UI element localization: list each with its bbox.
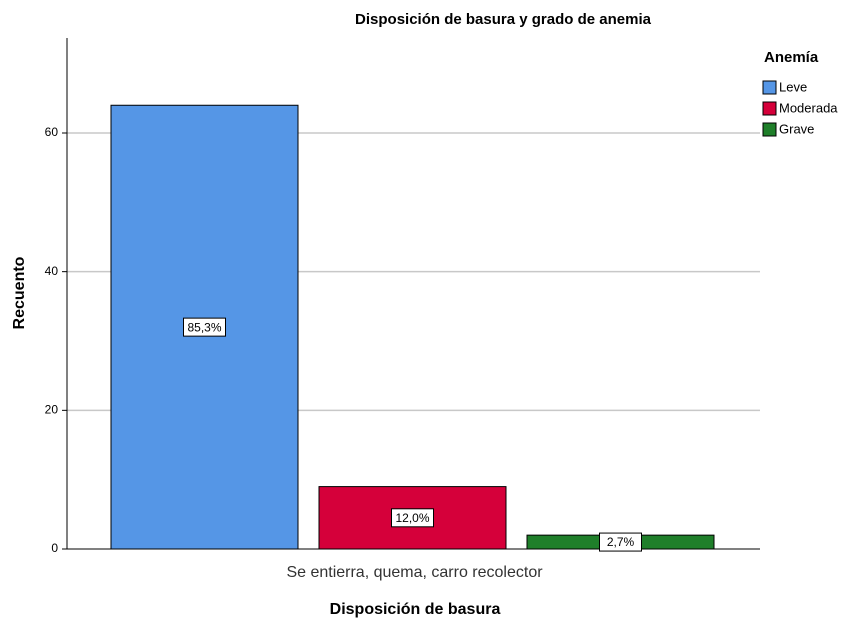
y-tick-label: 40 xyxy=(45,264,59,278)
value-label: 85,3% xyxy=(187,320,221,334)
legend-label: Grave xyxy=(779,121,814,136)
legend-label: Moderada xyxy=(779,100,838,115)
x-axis-label: Disposición de basura xyxy=(330,601,501,618)
value-label-box xyxy=(183,317,226,337)
value-label: 12,0% xyxy=(395,511,429,525)
y-axis-label: Recuento xyxy=(11,256,28,329)
legend-label: Leve xyxy=(779,79,807,94)
y-tick-label: 60 xyxy=(45,125,59,139)
value-label-box xyxy=(391,508,434,528)
x-tick-label: Se entierra, quema, carro recolector xyxy=(286,564,543,581)
legend-swatch xyxy=(762,122,777,137)
legend-swatch xyxy=(762,80,777,95)
bar xyxy=(110,104,299,550)
legend-title: Anemía xyxy=(764,49,819,66)
chart-title: Disposición de basura y grado de anemia xyxy=(355,11,652,28)
value-label: 2,7% xyxy=(607,535,635,549)
y-tick-label: 20 xyxy=(45,403,59,417)
legend-swatch xyxy=(762,101,777,116)
value-label-box xyxy=(599,532,642,552)
y-tick-label: 0 xyxy=(51,541,58,555)
